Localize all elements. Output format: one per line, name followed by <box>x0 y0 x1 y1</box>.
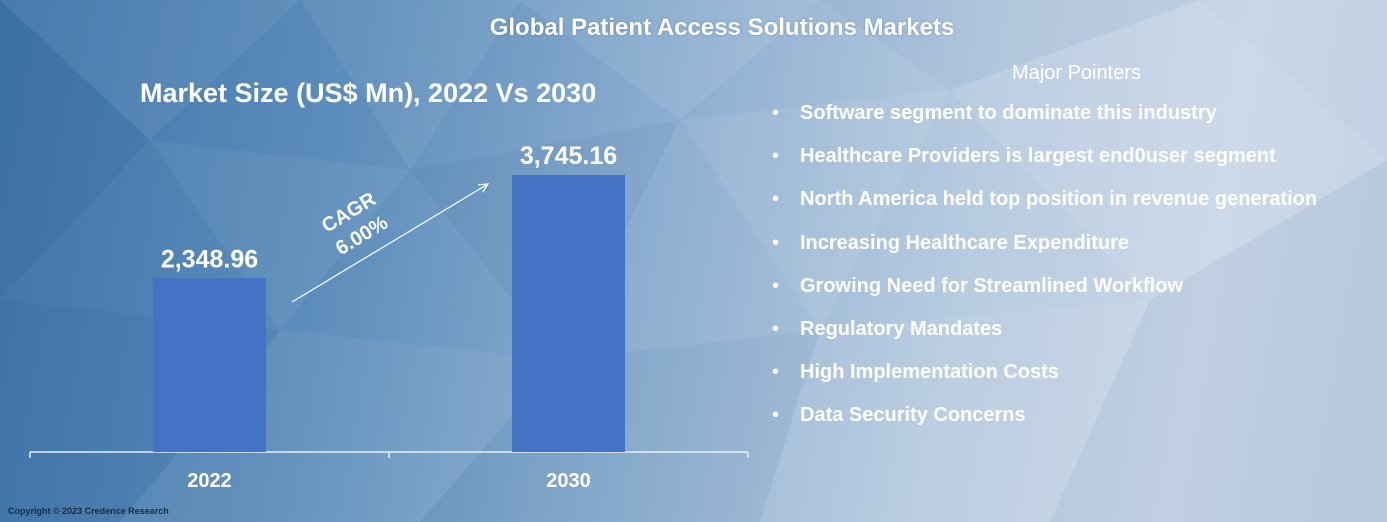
pointer-item: • Regulatory Mandates <box>772 314 1317 357</box>
page-title: Global Patient Access Solutions Markets <box>489 14 955 41</box>
x-tick-label: 2022 <box>187 470 232 492</box>
data-label: 3,745.16 <box>520 142 617 170</box>
bullet-icon: • <box>772 361 780 384</box>
bullet-icon: • <box>772 317 780 340</box>
copyright-text: Copyright © 2023 Credence Research <box>8 506 169 516</box>
bullet-icon: • <box>772 145 780 168</box>
pointer-item: • Healthcare Providers is largest end0use… <box>772 141 1317 184</box>
pointers-list: • Software segment to dominate this indus… <box>772 98 1317 444</box>
pointer-item: • Software segment to dominate this indus… <box>772 98 1317 141</box>
pointer-item: • Increasing Healthcare Expenditure <box>772 228 1317 271</box>
pointer-item: • High Implementation Costs <box>772 357 1317 400</box>
bullet-icon: • <box>772 231 780 254</box>
bullet-icon: • <box>772 404 780 427</box>
x-tick-label: 2030 <box>546 470 591 492</box>
cagr-arrow-line <box>291 183 489 303</box>
bullet-icon: • <box>772 274 780 297</box>
bullet-icon: • <box>772 188 780 211</box>
pointers-heading: Major Pointers <box>1012 62 1141 84</box>
cagr-arrowhead-icon <box>477 183 490 193</box>
pointer-item: • North America held top position in reve… <box>772 184 1317 227</box>
bar-2030 <box>512 175 625 452</box>
chart-title: Market Size (US$ Mn), 2022 Vs 2030 <box>140 78 597 108</box>
bullet-icon: • <box>772 102 780 124</box>
pointer-item: • Growing Need for Streamlined Workflow <box>772 271 1317 314</box>
pointer-item: • Data Security Concerns <box>772 400 1317 443</box>
bar-2022 <box>153 278 266 452</box>
data-label: 2,348.96 <box>161 245 258 273</box>
